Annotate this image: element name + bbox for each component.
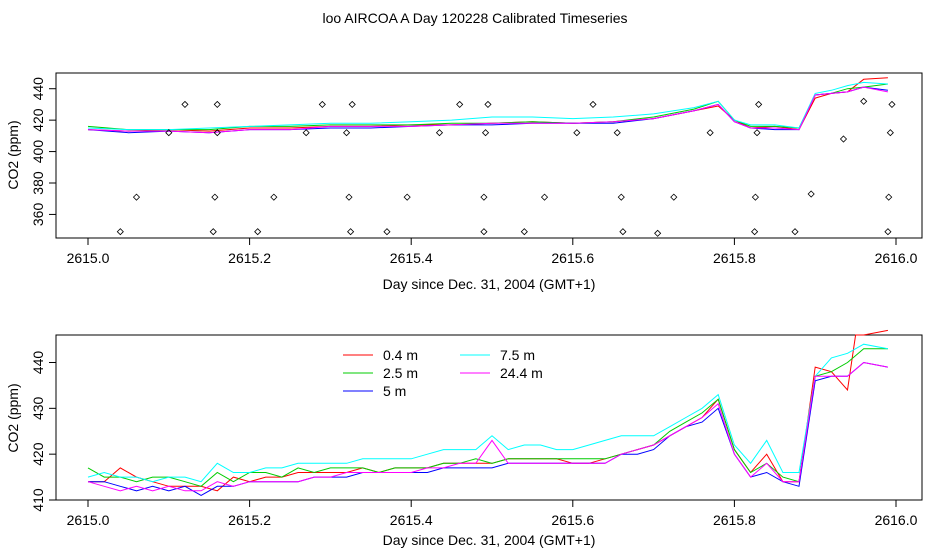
sample-marker — [481, 129, 490, 137]
series-line-0 — [88, 329, 888, 492]
sample-marker — [213, 100, 221, 108]
sample-marker — [540, 193, 549, 201]
series-line-2 — [87, 86, 888, 134]
sample-marker — [706, 129, 714, 137]
y-tick-label: 420 — [30, 442, 46, 466]
y-tick-label: 410 — [30, 488, 46, 512]
sample-marker — [254, 228, 262, 236]
x-tick-label: 2615.2 — [228, 512, 271, 528]
x-tick-label: 2615.2 — [228, 250, 271, 266]
top-x-axis-label: Day since Dec. 31, 2004 (GMT+1) — [383, 276, 596, 292]
sample-marker — [839, 135, 848, 143]
sample-marker — [670, 193, 678, 201]
x-tick-label: 2615.0 — [67, 250, 110, 266]
sample-marker — [345, 193, 353, 201]
sample-marker — [348, 100, 356, 108]
sample-marker — [484, 100, 492, 108]
y-tick-label: 420 — [30, 108, 46, 132]
x-tick-label: 2616.0 — [875, 512, 918, 528]
sample-marker — [520, 228, 528, 236]
sample-marker — [619, 228, 627, 236]
bottom-plot-frame — [55, 334, 923, 501]
sample-marker — [751, 193, 759, 201]
top-series-lines — [87, 77, 888, 134]
series-line-4 — [87, 361, 888, 492]
sample-marker — [755, 100, 763, 108]
legend-label: 24.4 m — [500, 365, 543, 381]
sample-marker — [617, 193, 625, 201]
sample-marker — [132, 193, 141, 201]
series-line-1 — [87, 348, 888, 487]
x-tick-label: 2615.6 — [551, 512, 594, 528]
y-tick-label: 400 — [30, 140, 46, 164]
x-tick-label: 2615.8 — [713, 512, 756, 528]
legend: 0.4 m 2.5 m 5 m 7.5 m 24.4 m — [343, 347, 543, 399]
sample-marker — [888, 100, 896, 108]
bottom-x-axis-label: Day since Dec. 31, 2004 (GMT+1) — [383, 532, 596, 548]
y-tick-label: 360 — [30, 203, 46, 227]
sample-marker — [435, 129, 444, 137]
sample-marker — [165, 129, 173, 137]
bottom-y-axis: 410 420 430 440 — [30, 351, 57, 512]
sample-marker — [270, 193, 278, 201]
sample-marker — [403, 193, 411, 201]
top-y-axis-label: CO2 (ppm) — [5, 120, 21, 189]
sample-marker — [791, 228, 799, 236]
sample-marker — [302, 129, 310, 137]
sample-marker — [753, 129, 761, 137]
sample-marker — [211, 193, 219, 201]
top-y-axis: 360 380 400 420 440 — [30, 77, 57, 227]
series-line-2 — [88, 361, 888, 496]
bottom-series-lines — [87, 329, 888, 496]
series-line-4 — [87, 86, 888, 134]
x-tick-label: 2615.8 — [713, 250, 756, 266]
bottom-y-axis-label: CO2 (ppm) — [5, 383, 21, 452]
sample-marker — [884, 228, 892, 236]
y-tick-label: 380 — [30, 171, 46, 195]
sample-marker — [181, 100, 189, 108]
x-tick-label: 2615.0 — [67, 512, 110, 528]
sample-marker — [886, 129, 894, 137]
sample-marker — [654, 229, 662, 237]
sample-marker — [342, 129, 351, 137]
sample-marker — [209, 228, 217, 236]
sample-marker — [807, 190, 815, 198]
series-line-3 — [87, 81, 888, 131]
sample-marker — [347, 228, 355, 236]
sample-marker — [116, 228, 124, 236]
series-line-3 — [87, 343, 888, 483]
x-tick-label: 2615.4 — [390, 250, 433, 266]
bottom-panel: 2615.0 2615.2 2615.4 2615.6 2615.8 2616.0 410… — [5, 329, 923, 548]
series-line-1 — [87, 83, 888, 131]
sample-marker — [613, 129, 621, 137]
sample-marker — [318, 100, 326, 108]
sample-marker — [589, 100, 597, 108]
sample-marker — [573, 129, 581, 137]
legend-label: 0.4 m — [383, 347, 418, 363]
top-plot-frame — [55, 72, 923, 239]
x-tick-label: 2616.0 — [875, 250, 918, 266]
bottom-x-axis: 2615.0 2615.2 2615.4 2615.6 2615.8 2616.0 — [67, 499, 918, 528]
sample-marker — [456, 100, 464, 108]
x-tick-label: 2615.6 — [551, 250, 594, 266]
y-tick-label: 440 — [30, 77, 46, 101]
sample-marker — [480, 193, 488, 201]
sample-marker — [480, 228, 488, 236]
legend-label: 5 m — [383, 383, 406, 399]
y-tick-label: 430 — [30, 396, 46, 420]
legend-label: 7.5 m — [500, 347, 535, 363]
top-panel: 2615.0 2615.2 2615.4 2615.6 2615.8 2616.0 360… — [5, 72, 923, 292]
sample-marker — [860, 97, 868, 105]
x-tick-label: 2615.4 — [390, 512, 433, 528]
sample-marker — [751, 228, 759, 236]
sample-marker — [213, 129, 221, 137]
legend-label: 2.5 m — [383, 365, 418, 381]
sample-marker — [383, 228, 391, 236]
sample-marker — [885, 193, 893, 201]
top-sample-markers — [116, 97, 896, 237]
top-x-axis: 2615.0 2615.2 2615.4 2615.6 2615.8 2616.0 — [67, 237, 918, 266]
y-tick-label: 440 — [30, 351, 46, 375]
page-title: loo AIRCOA A Day 120228 Calibrated Times… — [322, 10, 628, 26]
